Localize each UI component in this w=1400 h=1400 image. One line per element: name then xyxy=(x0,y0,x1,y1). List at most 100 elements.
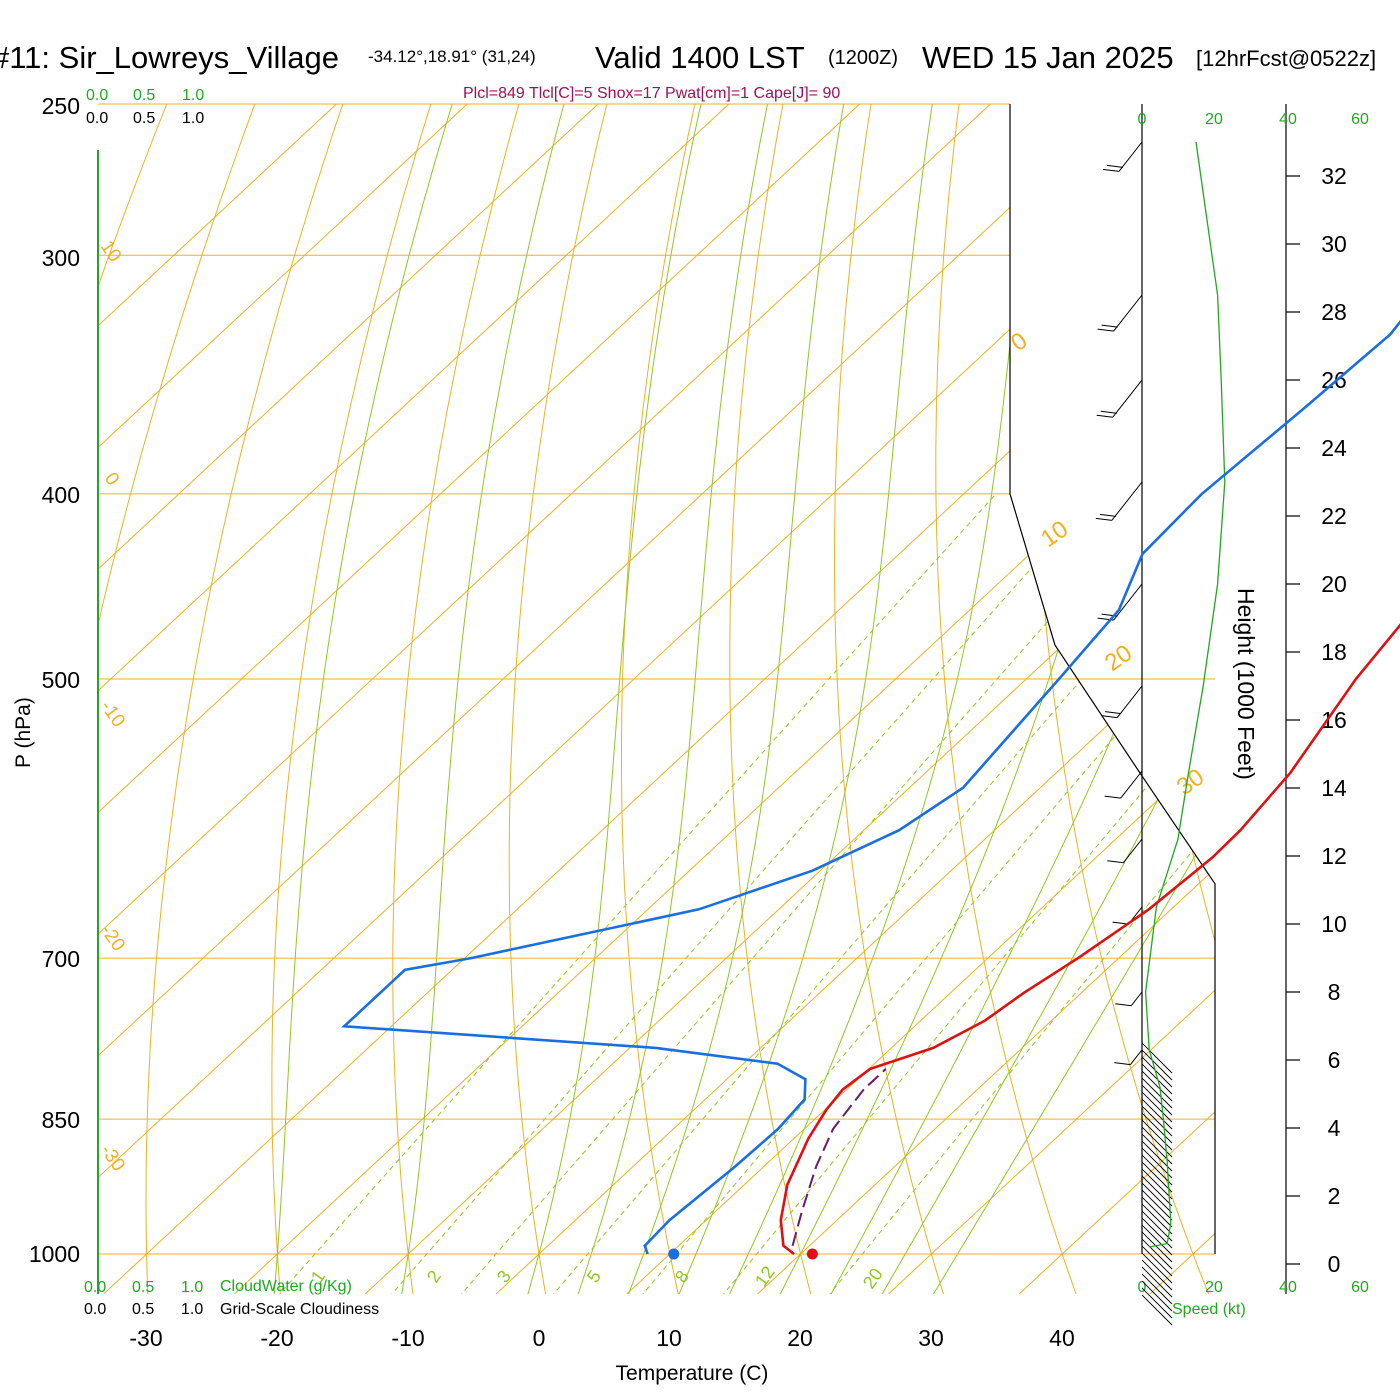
temperature-tick: 20 xyxy=(787,1325,813,1351)
wind-barb-staff xyxy=(1141,1105,1173,1137)
wind-barb-flag xyxy=(1102,168,1119,172)
height-tick-label: 12 xyxy=(1321,843,1347,869)
height-tick-label: 22 xyxy=(1321,503,1347,529)
mixing-ratio-line xyxy=(703,493,1215,1294)
height-tick-label: 32 xyxy=(1321,163,1347,189)
valid-date: WED 15 Jan 2025 xyxy=(922,40,1174,75)
wind-barb-staff xyxy=(1120,770,1143,799)
wind-barb-staff xyxy=(1141,1042,1173,1074)
utc-time: (1200Z) xyxy=(828,47,898,69)
cloudwater-tick: 0.0 xyxy=(84,1279,106,1296)
speed-tick: 0 xyxy=(1138,1279,1147,1296)
height-tick-label: 2 xyxy=(1328,1183,1341,1209)
temperature-tick: -30 xyxy=(129,1325,162,1351)
wind-barb-staff xyxy=(1141,1196,1173,1228)
wind-barb-staff xyxy=(1141,1203,1173,1235)
height-tick-label: 24 xyxy=(1321,435,1347,461)
isotherm-line xyxy=(98,104,468,1294)
isotherm-label: 30 xyxy=(1172,763,1209,800)
speed-tick: 40 xyxy=(1279,1279,1297,1296)
wind-barb-flag xyxy=(1105,711,1122,715)
speed-tick: 40 xyxy=(1279,111,1297,128)
dewpoint-profile-line xyxy=(341,319,1400,1255)
wind-speed-line xyxy=(1144,141,1226,1248)
wind-barb-staff xyxy=(1141,1056,1173,1088)
cloudiness-label: Grid-Scale Cloudiness xyxy=(220,1301,379,1318)
isotherm-line xyxy=(495,104,1215,1294)
cloudwater-label: CloudWater (g/Kg) xyxy=(220,1278,352,1295)
pressure-tick: 850 xyxy=(42,1107,80,1133)
pressure-tick: 1000 xyxy=(29,1241,80,1267)
isotherm-label: 0 xyxy=(100,469,123,490)
cloudwater-tick: 1.0 xyxy=(181,1279,203,1296)
wind-barb-staff xyxy=(1141,1224,1173,1256)
moist-adiabat-line xyxy=(662,104,933,1294)
height-axis-label: Height (1000 Feet) xyxy=(1233,588,1259,780)
wind-barb-staff xyxy=(1141,1231,1173,1263)
isotherm-label: 10 xyxy=(96,237,125,266)
station-coords: -34.12°,18.91° (31,24) xyxy=(368,47,536,66)
pressure-tick: 700 xyxy=(42,946,80,972)
isotherm-line xyxy=(98,104,599,1294)
dry-adiabat-line xyxy=(271,104,442,1294)
height-tick-label: 0 xyxy=(1328,1251,1341,1277)
isobar-lines xyxy=(98,103,1215,1255)
wind-barb-staff xyxy=(1141,1112,1173,1144)
dry-adiabat-line xyxy=(833,104,957,1294)
wind-barb-staff xyxy=(1141,1182,1173,1214)
cloudiness-tick: 1.0 xyxy=(181,1301,203,1318)
forecast-label: [12hrFcst@0522z] xyxy=(1196,46,1376,71)
speed-scale-top: 0 20 40 60 xyxy=(1138,111,1369,128)
temperature-tick-labels: -30 -20 -10 0 10 20 30 40 xyxy=(129,1325,1074,1351)
plot-frame xyxy=(1009,104,1216,1254)
cloudiness-tick: 0.5 xyxy=(132,1301,154,1318)
mixing-ratio-label: 5 xyxy=(583,1267,605,1287)
wind-barb-staff xyxy=(1141,1084,1173,1116)
parcel-profile-line xyxy=(791,1068,887,1246)
wind-barb-staff xyxy=(1113,294,1143,332)
wind-barb-staff xyxy=(1116,685,1143,718)
height-tick-label: 8 xyxy=(1328,979,1341,1005)
mixing-ratio-line xyxy=(622,493,1215,1294)
isotherm-label: -20 xyxy=(96,921,129,956)
cloudiness-tick: 1.0 xyxy=(182,110,204,127)
speed-scale-bottom: 0 20 40 60 xyxy=(1138,1279,1369,1296)
height-tick-label: 6 xyxy=(1328,1047,1341,1073)
wind-barb-staff xyxy=(1141,1098,1173,1130)
cloudiness-scale-bottom: 0.0 0.5 1.0 Grid-Scale Cloudiness xyxy=(84,1301,379,1318)
height-tick-label: 10 xyxy=(1321,911,1347,937)
height-tick-label: 20 xyxy=(1321,571,1347,597)
wind-barb-staff xyxy=(1141,1070,1173,1102)
cloudwater-tick: 1.0 xyxy=(182,87,204,104)
isotherm-line xyxy=(103,104,1215,1294)
moist-adiabat-line xyxy=(270,104,453,1294)
isotherm-line xyxy=(98,104,1122,1294)
isotherm-labels: 10 0 -10 -20 -30 0 10 20 30 xyxy=(96,237,1209,1176)
wind-barb-flag xyxy=(1099,513,1116,517)
moist-adiabat-lines xyxy=(270,104,1215,1294)
isotherm-lines xyxy=(98,104,1215,1294)
dry-adiabat-line xyxy=(98,104,268,1294)
wind-barb-flag xyxy=(1114,1062,1131,1066)
moist-adiabat-line xyxy=(395,104,565,1294)
wind-barb-staff xyxy=(1141,1168,1173,1200)
wind-barb-staff xyxy=(1141,1266,1173,1298)
surface-dewpoint-marker xyxy=(668,1248,680,1260)
isotherm-line xyxy=(364,104,1215,1294)
mixing-ratio-line xyxy=(370,493,1098,1294)
moist-adiabat-line xyxy=(710,104,1037,1294)
cloudwater-tick: 0.0 xyxy=(86,87,108,104)
speed-tick: 20 xyxy=(1205,1279,1223,1296)
wind-barb-staff xyxy=(1141,1119,1173,1151)
isotherm-line xyxy=(98,104,1215,1294)
pressure-tick: 250 xyxy=(42,93,80,119)
dry-adiabat-line xyxy=(392,104,529,1294)
temperature-tick: -20 xyxy=(260,1325,293,1351)
wind-barb-staff xyxy=(1141,1091,1173,1123)
speed-tick: 60 xyxy=(1351,111,1369,128)
wind-barb-flag xyxy=(1095,517,1112,521)
dry-adiabat-line xyxy=(145,104,355,1294)
dry-adiabat-line xyxy=(935,104,1091,1294)
mixing-ratio-line xyxy=(533,493,1215,1294)
